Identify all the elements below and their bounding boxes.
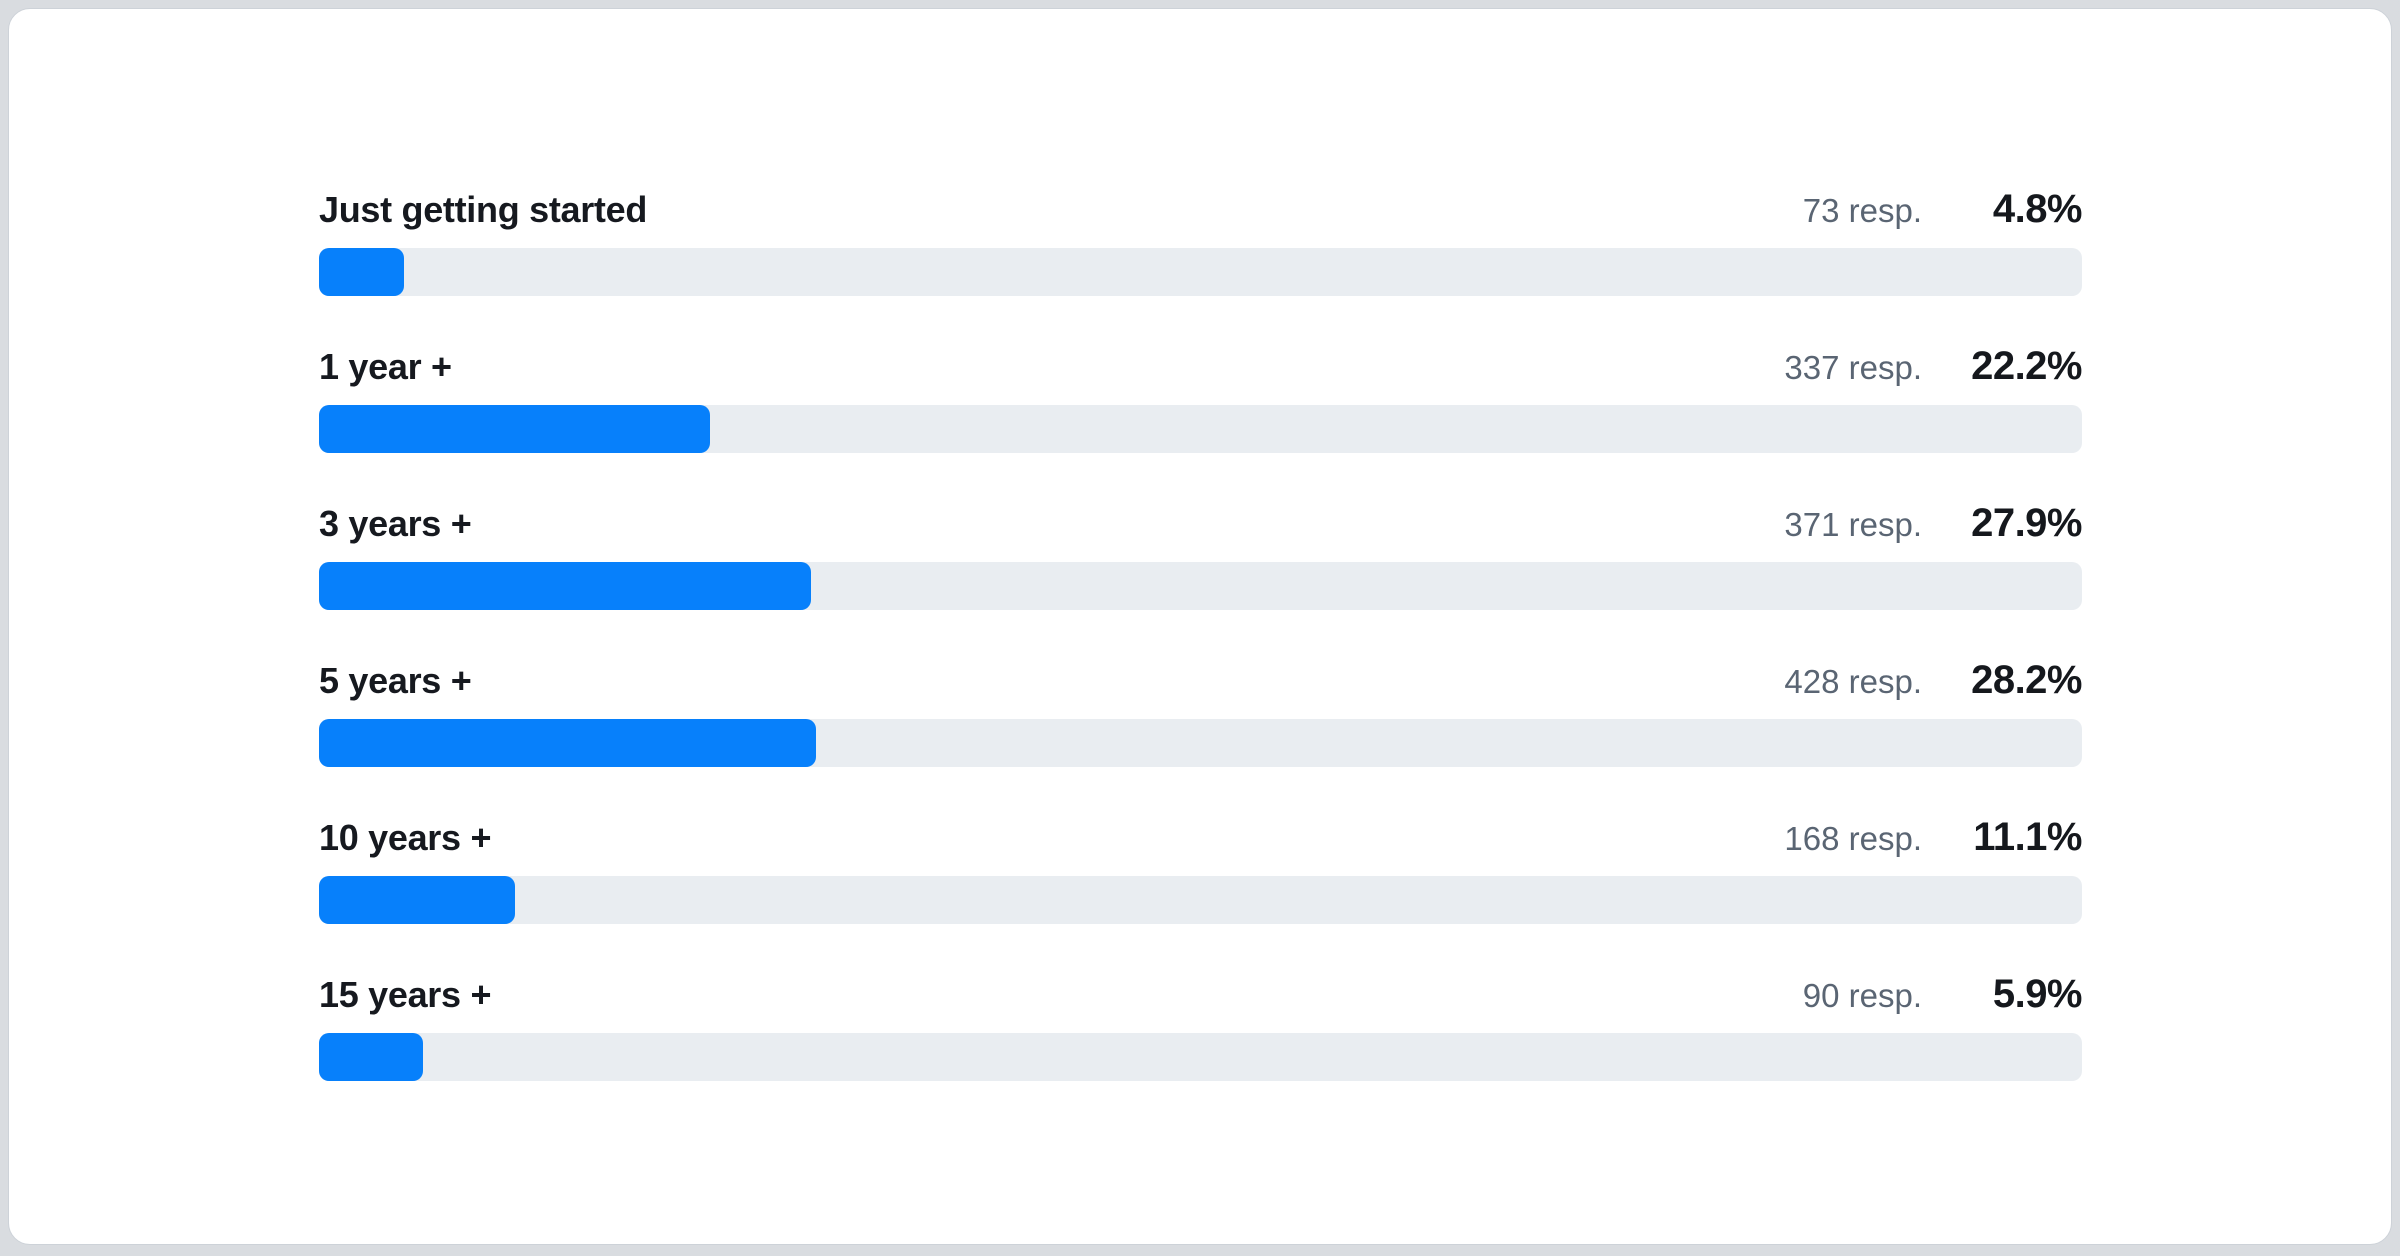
survey-results-card: Just getting started 73 resp. 4.8% 1 yea…	[8, 8, 2392, 1245]
percent-value: 5.9%	[1992, 972, 2083, 1016]
row-label: 3 years +	[319, 503, 472, 544]
bar-fill	[319, 719, 817, 767]
responses-count: 73 resp.	[1802, 192, 1922, 229]
percent-value: 4.8%	[1992, 187, 2083, 231]
bar-fill	[319, 248, 404, 296]
responses-count: 428 resp.	[1784, 663, 1922, 700]
row-label: Just getting started	[319, 189, 648, 230]
bar-fill	[319, 876, 515, 924]
percent-value: 11.1%	[1973, 815, 2082, 859]
survey-rows-container: Just getting started 73 resp. 4.8% 1 yea…	[9, 9, 2391, 1081]
responses-count: 90 resp.	[1802, 977, 1922, 1014]
row-header: 5 years + 428 resp. 28.2%	[319, 658, 2083, 704]
bar-track	[319, 562, 2082, 610]
survey-row: Just getting started 73 resp. 4.8%	[319, 187, 2083, 296]
row-meta: 337 resp. 22.2%	[1784, 344, 2082, 390]
row-header: 3 years + 371 resp. 27.9%	[319, 501, 2083, 547]
row-meta: 428 resp. 28.2%	[1784, 658, 2082, 704]
percent-value: 28.2%	[1971, 658, 2082, 702]
survey-row: 1 year + 337 resp. 22.2%	[319, 344, 2083, 453]
bar-track	[319, 1033, 2082, 1081]
survey-row: 10 years + 168 resp. 11.1%	[319, 815, 2083, 924]
responses-count: 371 resp.	[1784, 506, 1922, 543]
bar-track	[319, 405, 2082, 453]
survey-row: 3 years + 371 resp. 27.9%	[319, 501, 2083, 610]
row-meta: 73 resp. 4.8%	[1802, 187, 2083, 233]
bar-fill	[319, 562, 811, 610]
bar-track	[319, 248, 2082, 296]
row-meta: 371 resp. 27.9%	[1784, 501, 2082, 547]
row-header: 15 years + 90 resp. 5.9%	[319, 972, 2083, 1018]
survey-row: 5 years + 428 resp. 28.2%	[319, 658, 2083, 767]
bar-track	[319, 876, 2082, 924]
bar-fill	[319, 1033, 424, 1081]
row-header: 10 years + 168 resp. 11.1%	[319, 815, 2083, 861]
row-label: 1 year +	[319, 346, 452, 387]
row-label: 15 years +	[319, 974, 492, 1015]
percent-value: 22.2%	[1971, 344, 2082, 388]
row-label: 10 years +	[319, 817, 492, 858]
row-header: Just getting started 73 resp. 4.8%	[319, 187, 2083, 233]
row-header: 1 year + 337 resp. 22.2%	[319, 344, 2083, 390]
bar-fill	[319, 405, 711, 453]
responses-count: 337 resp.	[1784, 349, 1922, 386]
row-label: 5 years +	[319, 660, 472, 701]
row-meta: 168 resp. 11.1%	[1784, 815, 2082, 861]
responses-count: 168 resp.	[1784, 820, 1922, 857]
percent-value: 27.9%	[1971, 501, 2082, 545]
survey-row: 15 years + 90 resp. 5.9%	[319, 972, 2083, 1081]
row-meta: 90 resp. 5.9%	[1802, 972, 2083, 1018]
bar-track	[319, 719, 2082, 767]
